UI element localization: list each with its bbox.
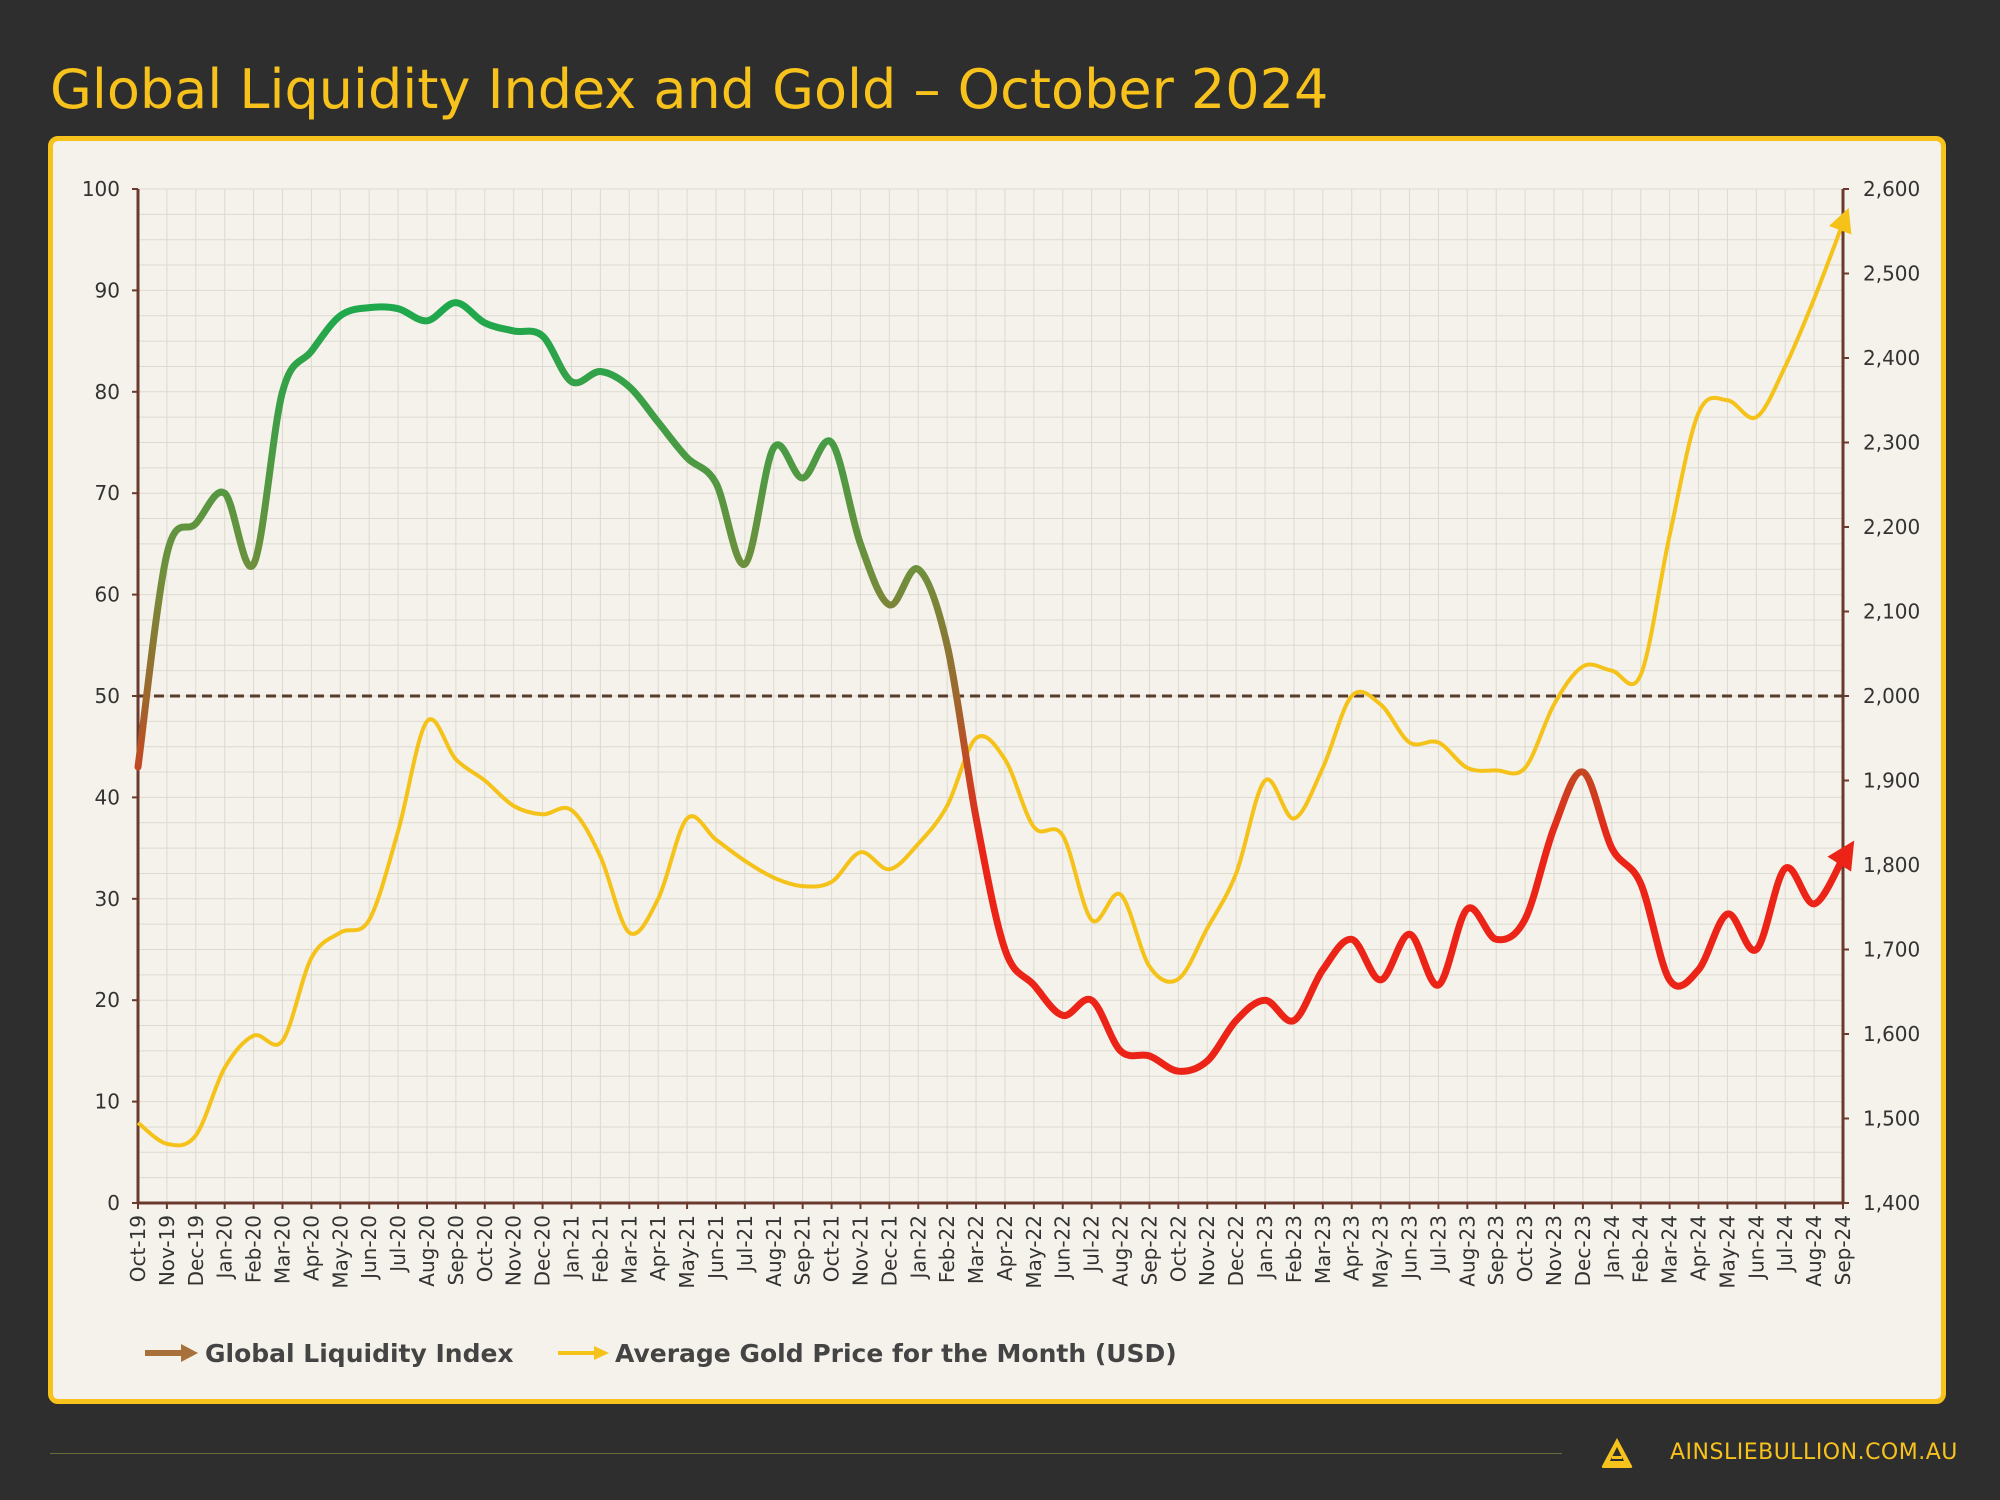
x-axis-tick-label: May-20 [328,1215,352,1289]
x-axis-tick-label: Jun-24 [1744,1215,1768,1281]
left-axis-tick-label: 0 [107,1191,120,1215]
x-axis-tick-label: Mar-24 [1658,1215,1682,1284]
right-axis-tick-label: 2,200 [1863,515,1920,539]
x-axis-tick-label: Apr-22 [993,1215,1017,1281]
x-axis-tick-label: Jul-21 [733,1215,757,1274]
right-axis-tick-label: 1,600 [1863,1022,1920,1046]
x-axis-tick-label: Dec-19 [184,1215,208,1286]
left-axis-tick-label: 30 [95,887,120,911]
x-axis-tick-label: Dec-23 [1571,1215,1595,1286]
x-axis-tick-label: Nov-22 [1195,1215,1219,1286]
x-axis-tick-label: Mar-20 [270,1215,294,1284]
x-axis-tick-label: May-21 [675,1215,699,1289]
ainslie-a-logo-icon [1601,1438,1633,1468]
x-axis-tick-label: Oct-23 [1513,1215,1537,1282]
x-axis-tick-label: Aug-23 [1455,1215,1479,1287]
right-axis-tick-label: 2,100 [1863,600,1920,624]
x-axis-tick-label: Jan-24 [1600,1215,1624,1281]
chart-panel: 0 10 20 30 40 50 60 70 80 90 100 1,400 1,500 1,600 1,7… [48,136,1946,1404]
x-axis-tick-label: Sep-21 [791,1215,815,1285]
x-axis-tick-label: Jun-21 [704,1215,728,1281]
legend-gli-arrow-icon [181,1344,198,1362]
legend-gold-label: Average Gold Price for the Month (USD) [615,1339,1177,1368]
right-axis-tick-label: 2,600 [1863,177,1920,201]
chart: 0 10 20 30 40 50 60 70 80 90 100 1,400 1,500 1,600 1,7… [82,177,1920,1368]
gold-price-line [136,207,1852,1148]
x-axis-tick-label: Jun-23 [1398,1215,1422,1281]
x-axis-tick-label: Sep-22 [1137,1215,1161,1285]
x-axis-tick-label: Apr-23 [1340,1215,1364,1281]
website-link[interactable]: AINSLIEBULLION.COM.AU [1670,1440,1958,1465]
right-axis-tick-label: 1,800 [1863,853,1920,877]
x-axis-tick-label: Mar-22 [964,1215,988,1284]
x-axis-tick-label: May-23 [1369,1215,1393,1289]
left-axis-tick-label: 100 [82,177,120,201]
x-axis-tick-label: Jun-20 [357,1215,381,1281]
chart-title: Global Liquidity Index and Gold – Octobe… [50,58,1329,121]
x-axis-tick-label: Dec-20 [531,1215,555,1286]
x-axis-tick-label: Nov-20 [502,1215,526,1286]
x-axis-tick-label: Apr-20 [299,1215,323,1281]
x-axis-tick-label: Oct-22 [1166,1215,1190,1282]
x-axis-tick-label: Apr-21 [646,1215,670,1281]
x-axis-tick-label: Nov-19 [155,1215,179,1286]
left-axis-tick-label: 20 [95,988,120,1012]
x-axis-tick-label: Mar-21 [617,1215,641,1284]
x-axis-tick-label: Sep-24 [1831,1215,1855,1285]
right-axis-tick-label: 2,400 [1863,346,1920,370]
right-axis-tick-label: 2,500 [1863,262,1920,286]
legend-gli-label: Global Liquidity Index [205,1339,514,1368]
x-axis-tick-label: May-22 [1022,1215,1046,1289]
global-liquidity-index-line [134,299,1855,1075]
x-axis-tick-label: Mar-23 [1311,1215,1335,1284]
right-axis-tick-label: 1,500 [1863,1107,1920,1131]
x-axis-tick-label: Aug-24 [1802,1215,1826,1287]
right-axis-tick-label: 1,400 [1863,1191,1920,1215]
x-axis-tick-label: Jul-22 [1080,1215,1104,1274]
left-axis-tick-label: 60 [95,583,120,607]
x-axis-tick-label: Sep-20 [444,1215,468,1285]
x-axis-tick-label: Feb-22 [935,1215,959,1283]
x-axis-tick-label: Jan-20 [213,1215,237,1281]
x-axis-tick-label: Jul-20 [386,1215,410,1274]
left-axis-tick-label: 70 [95,481,120,505]
right-axis-tick-label: 1,900 [1863,769,1920,793]
x-axis-tick-label: Nov-21 [848,1215,872,1286]
right-axis-tick-label: 1,700 [1863,938,1920,962]
x-axis-tick-label: Feb-24 [1629,1215,1653,1283]
left-axis-tick-label: 40 [95,785,120,809]
legend-gold-arrow-icon [594,1346,609,1360]
x-axis-tick-label: Sep-23 [1484,1215,1508,1285]
x-axis-tick-label: Jun-22 [1051,1215,1075,1281]
left-axis-tick-label: 10 [95,1090,120,1114]
x-axis-tick-label: Dec-21 [877,1215,901,1286]
x-axis-tick-label: Feb-20 [242,1215,266,1283]
x-axis-tick-label: Aug-22 [1109,1215,1133,1287]
x-axis-tick-label: Jan-22 [906,1215,930,1281]
right-axis-tick-label: 2,000 [1863,684,1920,708]
left-axis-tick-label: 80 [95,380,120,404]
x-axis-tick-label: Jul-24 [1773,1215,1797,1274]
x-axis-tick-label: May-24 [1715,1215,1739,1289]
x-axis-tick-label: Oct-19 [126,1215,150,1282]
x-axis-tick-label: Jan-23 [1253,1215,1277,1281]
x-axis-tick-label: Aug-20 [415,1215,439,1287]
x-axis-tick-label: Jan-21 [559,1215,583,1281]
x-axis-tick-label: Jul-23 [1426,1215,1450,1274]
right-axis-tick-label: 2,300 [1863,431,1920,455]
x-axis-tick-label: Nov-23 [1542,1215,1566,1286]
x-axis-tick-label: Feb-23 [1282,1215,1306,1283]
x-axis-tick-label: Apr-24 [1687,1215,1711,1281]
x-axis-tick-label: Feb-21 [588,1215,612,1283]
left-axis-tick-label: 90 [95,278,120,302]
left-axis-tick-label: 50 [95,684,120,708]
x-axis-tick-label: Oct-20 [473,1215,497,1282]
x-axis-tick-label: Oct-21 [820,1215,844,1282]
x-axis-tick-label: Dec-22 [1224,1215,1248,1286]
x-axis-tick-label: Aug-21 [762,1215,786,1287]
footer-divider [50,1453,1562,1454]
